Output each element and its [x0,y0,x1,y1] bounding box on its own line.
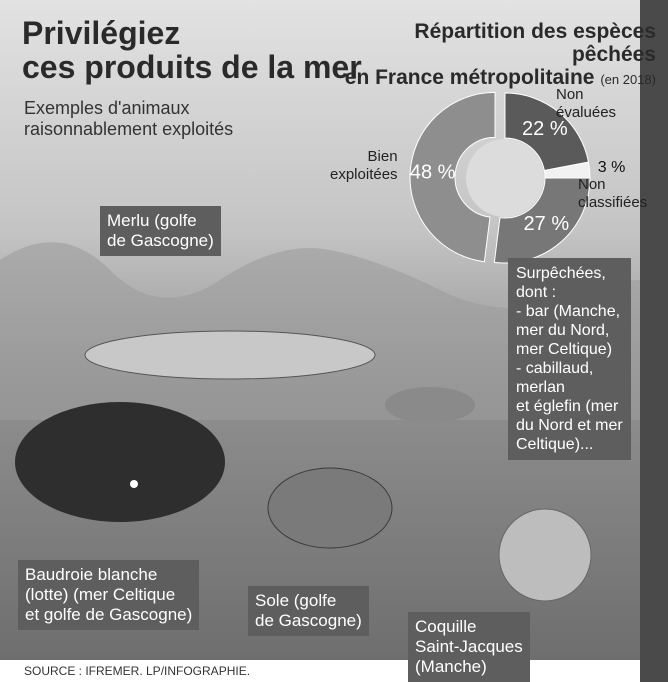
value-label: 48 % [410,162,456,184]
species-label: Sole (golfe de Gascogne) [248,586,369,636]
donut-hole [466,139,544,217]
category-label: Bien exploitées [330,148,398,184]
title: Privilégiez ces produits de la mer [22,16,362,84]
category-label: Non classifiées [578,176,647,212]
species-label: Baudroie blanche (lotte) (mer Celtique e… [18,560,199,630]
species-label: Merlu (golfe de Gascogne) [100,206,221,256]
species-label: Coquille Saint-Jacques (Manche) [408,612,530,682]
infographic: 22 %3 %27 %48 % Privilégiez ces produits… [0,0,668,682]
category-label: Non évaluées [556,86,616,122]
value-label: 27 % [524,213,570,235]
subtitle: Exemples d'animaux raisonnablement explo… [24,98,233,140]
category-label: Surpêchées, dont : - bar (Manche, mer du… [508,258,631,460]
source: SOURCE : IFREMER. LP/INFOGRAPHIE. [24,664,250,678]
chart-title: Répartition des espèces pêchées en Franc… [340,20,656,91]
chart-subtitle: (en 2018) [600,72,656,87]
value-label: 3 % [598,159,626,176]
